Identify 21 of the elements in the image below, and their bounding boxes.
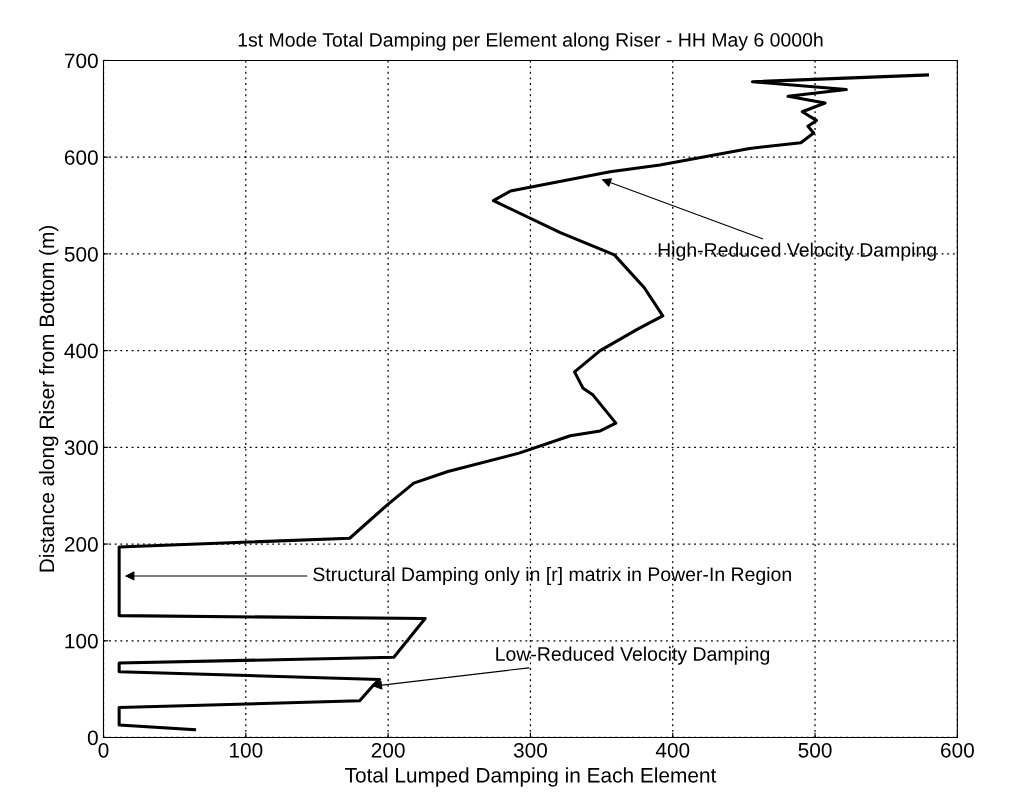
x-axis-title: Total Lumped Damping in Each Element [345,767,717,787]
y-tick-label: 500 [64,246,98,262]
x-tick-label: 100 [230,742,263,758]
x-tick-label: 500 [798,742,832,758]
y-tick-label: 0 [87,730,98,746]
x-tick-label: 600 [941,742,974,758]
y-tick-label: 100 [65,633,98,649]
y-tick-label: 300 [64,440,98,456]
annotation: High-Reduced Velocity Damping [658,242,936,261]
x-tick-label: 200 [371,742,405,758]
y-tick-label: 700 [64,53,98,69]
y-tick-label: 600 [64,150,98,165]
y-tick-label: 200 [64,537,98,552]
x-tick-label: 300 [513,742,547,758]
y-tick-label: 400 [64,343,98,359]
x-tick-label: 400 [655,742,690,758]
x-tick-label: 0 [98,742,109,758]
y-axis-title: Distance along Riser from Bottom (m) [38,226,59,572]
annotation: Low-Reduced Velocity Damping [496,646,770,665]
annotation: Structural Damping only in [r] matrix in Power-In Region [313,566,791,586]
chart-title: 1st Mode Total Damping per Element along Riser - HH May 6 0000h [238,32,823,51]
